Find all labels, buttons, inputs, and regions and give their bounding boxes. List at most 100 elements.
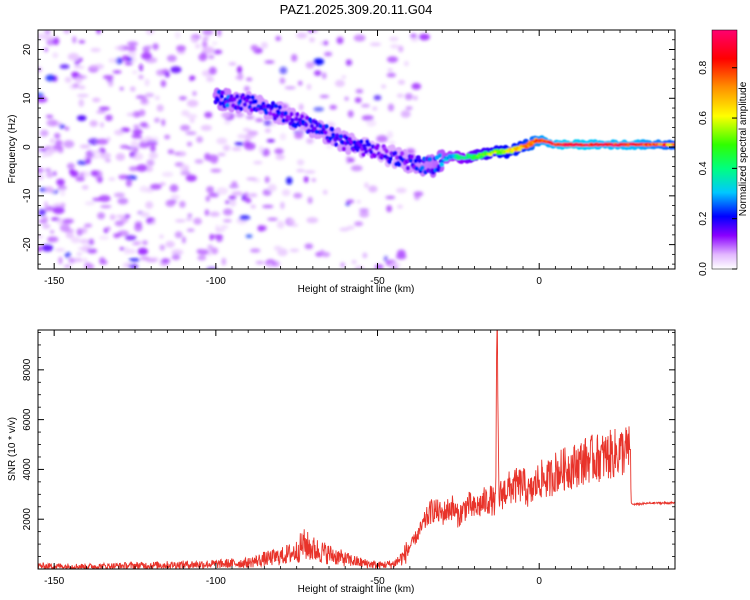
spectrogram-noise-blob — [108, 58, 118, 63]
spectrogram-noise-blob — [138, 109, 146, 117]
spectrogram-noise-blob — [63, 140, 75, 149]
spectrogram-noise-blob — [307, 196, 313, 204]
spectrogram-noise-blob — [387, 103, 395, 112]
colorbar: 0.0 0.2 0.4 0.6 0.8 Normalized spectral ampl… — [698, 29, 749, 276]
spectrogram-noise-blob — [186, 113, 198, 119]
spectrogram-noise-blob — [369, 42, 382, 47]
spectrogram-noise-blob — [59, 64, 70, 69]
colorbar-tick-label: 0.2 — [698, 211, 709, 225]
spectrogram-signal-core — [330, 127, 335, 132]
spectrogram-noise-blob — [140, 97, 148, 104]
spectrogram-noise-blob — [165, 199, 176, 207]
spectrogram-noise-blob — [206, 76, 215, 82]
spectrogram-frame — [37, 29, 676, 270]
spectrogram-noise-blob — [124, 61, 133, 66]
spectrogram-noise-blob — [90, 170, 99, 177]
spectrogram-noise-blob — [245, 234, 253, 238]
spectrogram-noise-blob — [388, 141, 396, 145]
spectrogram-noise-blob — [260, 41, 268, 49]
spectrogram-signal-core — [338, 134, 344, 139]
spectrogram-noise-blob — [170, 194, 180, 200]
spectrogram-noise-blob — [102, 75, 114, 79]
spectrogram-noise-blob — [255, 118, 264, 122]
spectrogram-noise-blob — [98, 106, 110, 111]
spectrogram-noise-blob — [181, 236, 186, 244]
spectrogram-noise-blob — [196, 136, 204, 143]
colorbar-tick-label: 0.6 — [698, 111, 709, 125]
spectrogram-noise-blob — [43, 35, 54, 41]
spectrogram-noise-blob — [194, 159, 204, 164]
spectrogram-signal-core — [246, 94, 251, 100]
spectrogram-noise-blob — [136, 164, 148, 172]
spectrogram-noise-blob — [66, 162, 75, 170]
spectrogram-noise-blob — [243, 192, 250, 198]
spectrogram-noise-blob — [286, 176, 293, 185]
spectrogram-noise-blob — [64, 126, 70, 131]
spectrogram-noise-blob — [146, 159, 155, 167]
spectrogram-noise-blob — [40, 129, 49, 137]
spectrogram-signal-core — [437, 153, 443, 158]
spectrogram-noise-blob — [266, 139, 275, 143]
spectrogram-noise-blob — [76, 115, 87, 121]
spectrogram-signal-core — [294, 116, 299, 122]
spectrogram-noise-blob — [306, 137, 314, 144]
spectrogram-noise-blob — [386, 56, 399, 63]
spectrogram-noise-blob — [362, 252, 368, 259]
spectrogram-noise-blob — [358, 208, 370, 212]
spectrogram-noise-blob — [397, 79, 406, 85]
spectrogram-noise-blob — [170, 66, 182, 74]
spectrogram-noise-blob — [75, 176, 85, 182]
spectrogram-noise-blob — [311, 178, 316, 182]
spectrogram-noise-blob — [42, 223, 51, 229]
spectrogram-noise-blob — [77, 247, 90, 251]
spectrogram-noise-blob — [267, 263, 273, 269]
spectrogram-ytick-label: 20 — [22, 44, 33, 56]
spectrogram-noise-blob — [60, 188, 66, 197]
spectrogram-noise-blob — [161, 119, 166, 127]
spectrogram-noise-blob — [91, 150, 103, 154]
spectrogram-noise-blob — [193, 217, 202, 225]
spectrogram-xtick-label: 0 — [536, 276, 542, 287]
spectrogram-noise-blob — [404, 60, 409, 67]
spectrogram-noise-blob — [44, 201, 48, 208]
spectrogram-noise-blob — [231, 147, 242, 151]
spectrogram-noise-blob — [280, 201, 285, 210]
spectrogram-noise-blob — [44, 47, 49, 52]
spectrogram-noise-blob — [159, 244, 166, 251]
spectrogram-noise-blob — [243, 85, 250, 92]
spectrogram-noise-blob — [390, 266, 399, 269]
spectrogram-noise-blob — [296, 159, 305, 166]
spectrogram-noise-blob — [45, 114, 54, 119]
spectrogram-noise-blob — [145, 30, 155, 35]
spectrogram-noise-blob — [130, 86, 136, 92]
spectrogram-noise-blob — [389, 36, 399, 42]
spectrogram-noise-blob — [366, 119, 377, 127]
spectrogram-noise-blob — [76, 252, 83, 256]
spectrogram-noise-blob — [197, 255, 207, 261]
spectrogram-noise-blob — [52, 52, 59, 59]
spectrogram-noise-blob — [79, 171, 91, 178]
spectrogram-signal-core — [393, 150, 398, 156]
spectrogram-noise-blob — [355, 88, 364, 94]
spectrogram-noise-blob — [73, 65, 85, 69]
spectrogram-noise-blob — [222, 144, 231, 152]
spectrogram-noise-blob — [389, 261, 401, 268]
spectrogram-noise-blob — [361, 103, 370, 108]
spectrogram-noise-blob — [309, 37, 315, 43]
snr-xtick-label: -100 — [206, 576, 226, 587]
spectrogram-noise-blob — [275, 154, 285, 161]
spectrogram-noise-blob — [345, 202, 350, 206]
spectrogram-noise-blob — [186, 228, 195, 232]
colorbar-label: Normalized spectral amplitude — [738, 81, 749, 216]
colorbar-gradient — [711, 29, 738, 270]
spectrogram-signal-core — [359, 139, 364, 145]
spectrogram-noise-blob — [174, 231, 183, 239]
spectrogram-noise-blob — [208, 192, 220, 198]
spectrogram-noise-blob — [319, 249, 325, 255]
spectrogram-signal-core — [290, 118, 295, 123]
spectrogram-noise-blob — [133, 124, 140, 129]
spectrogram-signal-core — [295, 112, 300, 117]
spectrogram-noise-blob — [54, 248, 66, 252]
spectrogram-noise-blob — [279, 77, 286, 84]
